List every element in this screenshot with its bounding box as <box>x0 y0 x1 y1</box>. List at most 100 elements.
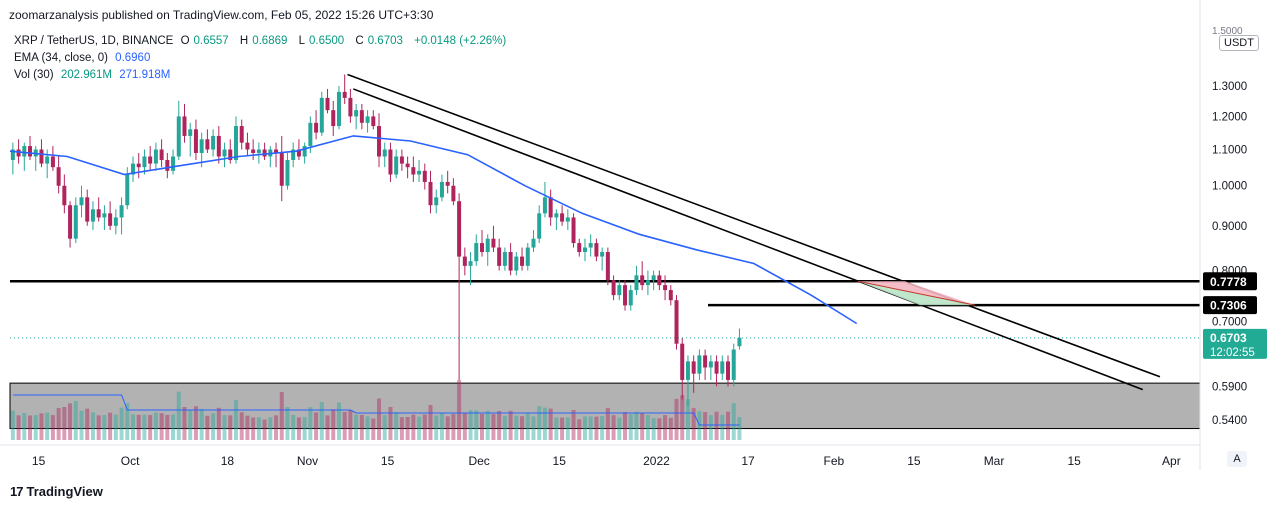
candle-body <box>171 156 176 171</box>
volume-bar <box>359 414 364 440</box>
candle-body <box>520 256 525 266</box>
volume-bar <box>502 415 507 440</box>
level-badge-label: 0.7306 <box>1210 299 1247 313</box>
volume-bar <box>56 408 61 440</box>
volume-bar <box>188 409 193 440</box>
volume-bar <box>268 417 273 440</box>
volume-bar <box>308 407 313 440</box>
candle-body <box>451 185 456 202</box>
candle-body <box>514 256 519 271</box>
volume-bar <box>274 415 279 440</box>
candle-body <box>45 156 50 164</box>
volume-bar <box>565 417 570 440</box>
candle-body <box>474 243 479 262</box>
candle-body <box>193 129 198 153</box>
time-tick-label: 15 <box>32 454 46 468</box>
volume-bar <box>136 414 141 440</box>
candle-body <box>554 213 559 218</box>
volume-ma-line <box>12 394 740 426</box>
tradingview-name: TradingView <box>26 484 103 499</box>
candle-body <box>548 197 553 218</box>
time-tick-label: 15 <box>1067 454 1081 468</box>
candle-body <box>731 349 736 380</box>
volume-bar <box>594 416 599 440</box>
candle-body <box>588 243 593 248</box>
volume-bar <box>388 407 393 440</box>
volume-bar <box>474 410 479 440</box>
volume-bar <box>205 415 210 440</box>
time-tick-label: 17 <box>741 454 755 468</box>
volume-bar <box>611 415 616 440</box>
candle-body <box>525 247 530 266</box>
volume-bar <box>417 416 422 440</box>
auto-scale-button[interactable]: A <box>1227 451 1247 467</box>
volume-label[interactable]: Vol (30) <box>14 69 54 81</box>
volume-bar <box>691 408 696 440</box>
ema-label[interactable]: EMA (34, close, 0) <box>14 52 108 64</box>
candle-body <box>485 238 490 253</box>
candle-body <box>577 243 582 253</box>
candle-body <box>68 205 73 239</box>
volume-bar <box>605 408 610 440</box>
candle-body <box>153 149 158 164</box>
candle-body <box>10 149 15 161</box>
candle-body <box>108 213 113 226</box>
volume-bar <box>582 416 587 440</box>
volume-bar <box>508 410 513 440</box>
volume-bar <box>560 417 565 440</box>
volume-bar <box>394 412 399 440</box>
volume-legend: Vol (30) 202.961M 271.918M <box>14 69 174 81</box>
volume-bar <box>336 402 341 440</box>
candle-body <box>16 149 21 157</box>
candle-body <box>314 122 319 133</box>
symbol-name[interactable]: XRP / TetherUS, 1D, BINANCE <box>14 35 174 47</box>
candle-body <box>417 170 422 175</box>
candle-body <box>182 116 187 136</box>
candle-body <box>85 197 90 222</box>
volume-bar <box>73 400 78 440</box>
volume-bar <box>10 410 15 440</box>
candle-body <box>565 217 570 222</box>
low-label: L <box>298 35 306 47</box>
volume-bar <box>279 392 284 440</box>
volume-bar <box>520 416 525 440</box>
price-tick-label: 1.3000 <box>1212 81 1247 93</box>
volume-bar <box>634 411 639 440</box>
candle-body <box>708 361 713 368</box>
volume-bar <box>462 413 467 440</box>
candle-body <box>600 252 605 257</box>
price-tick-label: 1.2000 <box>1212 111 1247 123</box>
volume-value-2: 271.918M <box>119 69 171 81</box>
volume-bar <box>577 419 582 440</box>
candle-body <box>542 197 547 214</box>
candle-body <box>651 275 656 281</box>
volume-bar <box>331 409 336 440</box>
volume-bar <box>485 410 490 440</box>
tradingview-brand[interactable]: 17 TradingView <box>10 484 103 499</box>
candle-body <box>296 149 301 157</box>
volume-bar <box>674 398 679 440</box>
volume-bar <box>285 407 290 440</box>
volume-bar <box>714 411 719 440</box>
volume-bar <box>296 417 301 440</box>
level-badge-label: 0.7778 <box>1210 275 1247 289</box>
candle-body <box>39 149 44 164</box>
currency-selector[interactable]: USDT <box>1219 35 1259 51</box>
time-tick-label: Feb <box>824 454 845 468</box>
candle-body <box>233 126 238 161</box>
volume-bar <box>697 411 702 440</box>
countdown-label: 12:02:55 <box>1210 347 1255 359</box>
open-value: 0.6557 <box>193 35 229 47</box>
close-label: C <box>355 35 364 47</box>
candle-body <box>211 135 216 150</box>
time-tick-label: Oct <box>121 454 140 468</box>
volume-bar <box>119 407 124 440</box>
time-tick-label: 15 <box>381 454 395 468</box>
price-tick-label: 1.0000 <box>1212 181 1247 193</box>
volume-bar <box>182 407 187 440</box>
volume-bar <box>302 417 307 440</box>
candle-body <box>720 361 725 374</box>
volume-bar <box>399 417 404 440</box>
candle-body <box>28 146 33 157</box>
